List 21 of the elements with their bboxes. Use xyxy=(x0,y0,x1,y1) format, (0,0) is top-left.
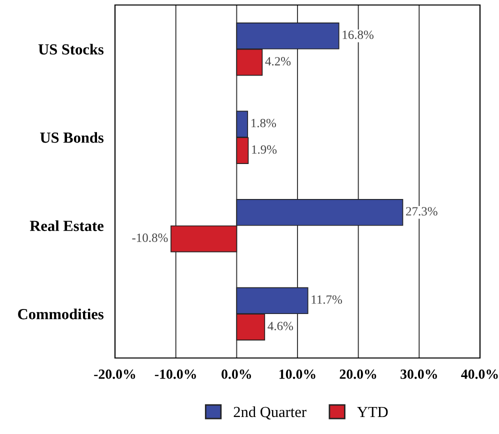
legend-label: 2nd Quarter xyxy=(234,406,306,420)
data-label: 11.7% xyxy=(312,295,342,304)
x-tick-label: 0.0% xyxy=(222,370,251,379)
data-label: 1.8% xyxy=(251,118,276,128)
x-tick-label: -10.0% xyxy=(154,370,196,379)
y-tick-label: Commodities xyxy=(18,308,104,320)
x-tick-label: 40.0% xyxy=(461,370,498,379)
data-label: 4.2% xyxy=(265,57,291,66)
data-label: 1.9% xyxy=(252,145,277,154)
y-tick-label: US Bonds xyxy=(40,132,104,143)
x-tick-label: 30.0% xyxy=(400,370,437,379)
data-label: 27.3% xyxy=(406,207,438,216)
y-tick-label: US Stocks xyxy=(38,44,104,55)
y-tick-label: Real Estate xyxy=(30,220,104,232)
x-tick-label: -20.0% xyxy=(94,370,136,379)
x-tick-label: 20.0% xyxy=(340,370,376,379)
data-label: 4.6% xyxy=(268,322,294,330)
data-label: 16.8% xyxy=(342,30,374,40)
data-label: -10.8% xyxy=(132,234,168,242)
x-tick-label: 10.0% xyxy=(280,370,316,379)
legend-label: YTD xyxy=(357,406,388,418)
